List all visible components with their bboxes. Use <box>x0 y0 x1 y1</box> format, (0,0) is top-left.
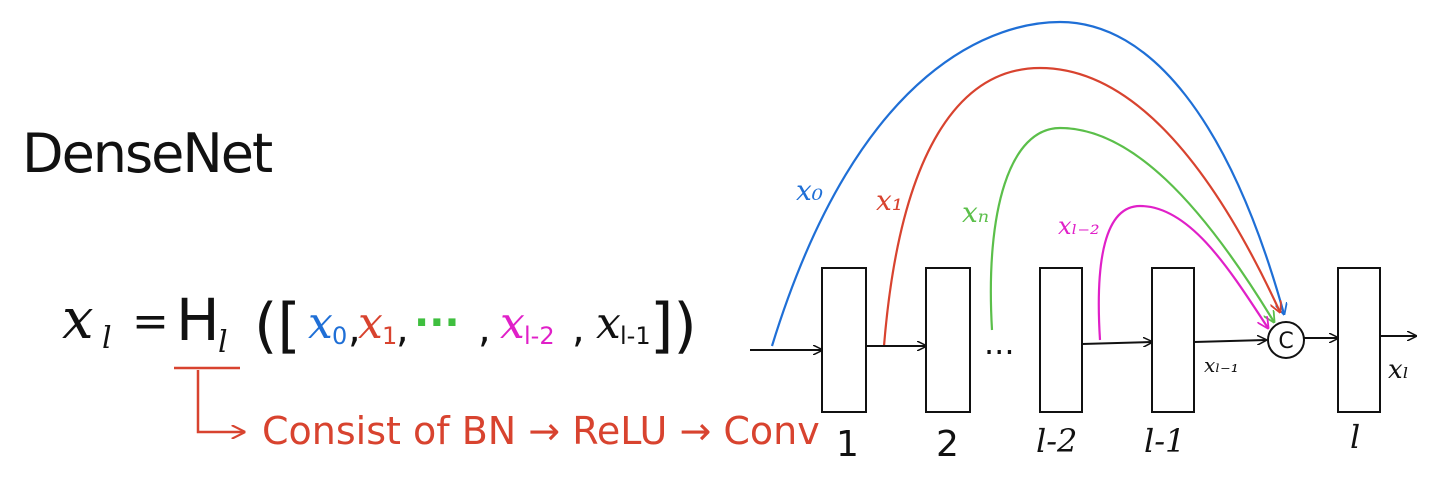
layer-block-l-2 <box>1039 267 1083 413</box>
formula-term-1-sub: 1 <box>382 322 397 350</box>
concat-node: C <box>1267 321 1305 359</box>
formula-comma: , <box>348 306 361 352</box>
formula-close: ]) <box>650 291 697 361</box>
skip-label-xl-2: xₗ₋₂ <box>1058 212 1100 240</box>
skip-connections: x₀ x₁ xₙ xₗ₋₂ <box>770 20 1284 347</box>
densenet-formula: x l = H l ([ x 0 , x 1 , ··· , x l-2 , x… <box>62 286 697 361</box>
layer-label-1: 1 <box>836 424 859 465</box>
formula-func: H <box>176 286 220 354</box>
forward-path: ... <box>750 324 1416 362</box>
layer-block-l-1 <box>1151 267 1195 413</box>
formula-comma: , <box>478 306 491 352</box>
skip-connection-x0 <box>770 20 1284 347</box>
layer-label-l: l <box>1350 418 1360 456</box>
formula-comma: , <box>572 306 585 352</box>
formula-term-3-sub: l-2 <box>524 322 555 350</box>
formula-comma: , <box>396 306 409 352</box>
formula-func-sub: l <box>218 325 228 360</box>
concat-symbol: C <box>1278 329 1293 354</box>
formula-term-0-sub: 0 <box>332 322 347 350</box>
formula-term-3: x <box>500 298 525 349</box>
skip-label-x1: x₁ <box>876 184 903 217</box>
formula-equals: = <box>132 296 169 347</box>
layer-block-1 <box>821 267 867 413</box>
ellipsis: ... <box>984 324 1015 362</box>
concat-circle <box>1267 321 1305 359</box>
skip-connection-x1 <box>882 66 1280 347</box>
layer-blocks: 1 2 l-2 l-1 l <box>821 267 1381 465</box>
formula-term-4-sub: l-1 <box>620 322 651 350</box>
skip-connection-xl-2 <box>1097 204 1268 341</box>
function-annotation: Consist of BN → ReLU → Conv <box>174 366 820 453</box>
edge-label-x-l: xₗ <box>1388 355 1409 385</box>
formula-term-1: x <box>358 298 383 349</box>
skip-connection-xn <box>989 126 1274 331</box>
formula-open: ([ <box>254 291 301 361</box>
formula-lhs: x <box>62 287 94 352</box>
layer-label-l-2: l-2 <box>1036 422 1077 460</box>
layer-label-2: 2 <box>936 424 959 465</box>
diagram-title: DenseNet <box>22 122 272 185</box>
skip-label-xn: xₙ <box>962 196 989 229</box>
formula-term-0: x <box>308 298 333 349</box>
formula-lhs-sub: l <box>102 321 112 356</box>
layer-label-l-1: l-1 <box>1144 422 1185 460</box>
layer-block-2 <box>925 267 971 413</box>
formula-term-2: ··· <box>414 300 460 346</box>
layer-block-l <box>1337 267 1381 413</box>
formula-term-4: x <box>596 298 621 349</box>
skip-label-x0: x₀ <box>796 174 823 207</box>
edge-label-x-l-1: xₗ₋₁ <box>1204 353 1239 377</box>
annotation-text: Consist of BN → ReLU → Conv <box>262 409 820 453</box>
